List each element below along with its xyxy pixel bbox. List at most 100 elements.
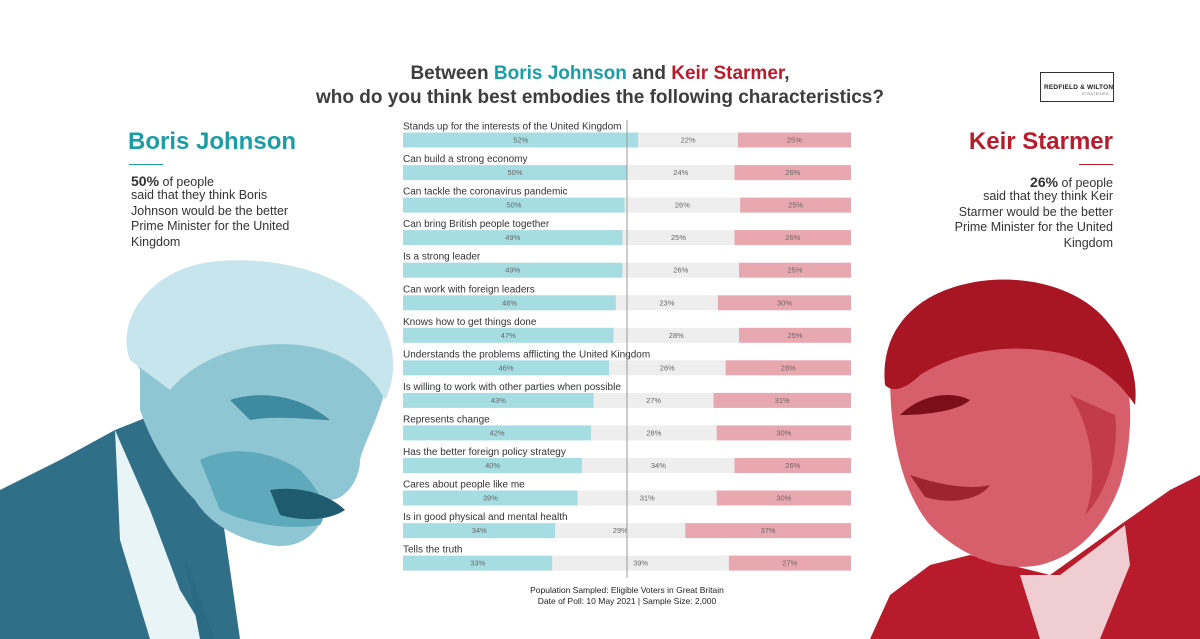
boris-summary-line: 50% of people	[131, 173, 214, 189]
neither-value-label: 26%	[673, 266, 688, 275]
boris-description: said that they think Boris Johnson would…	[131, 188, 290, 249]
neither-value-label: 34%	[651, 461, 666, 470]
boris-value-label: 34%	[472, 526, 487, 535]
neither-value-label: 39%	[633, 559, 648, 568]
neither-value-label: 28%	[669, 331, 684, 340]
keir-bar	[734, 230, 851, 246]
keir-value-label: 27%	[782, 559, 797, 568]
category-label: Can work with foreign leaders	[403, 284, 535, 295]
neither-value-label: 25%	[671, 233, 686, 242]
title-boris: Boris Johnson	[493, 63, 627, 84]
category-label: Understands the problems afflicting the …	[403, 349, 650, 360]
boris-percent-suffix: of people	[159, 175, 214, 189]
footer-sample: Population Sampled: Eligible Voters in G…	[530, 585, 724, 595]
boris-bar	[403, 295, 616, 311]
row-has-the-better-foreign-policy-strategy: Has the better foreign policy strategy 40…	[403, 447, 851, 473]
boris-bar	[403, 230, 623, 246]
logo-box	[1040, 72, 1114, 102]
row-can-build-a-strong-economy: Can build a strong economy 50% 24% 26%	[403, 154, 851, 181]
neither-bar	[622, 230, 735, 246]
neither-bar	[593, 392, 714, 408]
neither-bar	[627, 165, 735, 181]
keir-bar	[737, 132, 851, 148]
category-label: Represents change	[403, 414, 490, 425]
keir-value-label: 30%	[776, 494, 791, 503]
neither-value-label: 24%	[673, 168, 688, 177]
keir-bar	[739, 327, 851, 343]
boris-bar	[403, 165, 627, 181]
boris-bar	[403, 425, 592, 441]
keir-divider	[1079, 164, 1113, 165]
keir-bar	[728, 555, 851, 571]
boris-value-label: 47%	[501, 331, 516, 340]
category-label: Is willing to work with other parties wh…	[403, 382, 621, 393]
keir-summary-line: 26% of people	[1030, 174, 1113, 190]
boris-value-label: 49%	[505, 266, 520, 275]
chart-rows: Stands up for the interests of the Unite…	[403, 122, 851, 571]
boris-value-label: 46%	[498, 363, 513, 372]
logo-text: REDFIELD & WILTON	[1044, 84, 1114, 91]
neither-bar	[624, 197, 741, 213]
footer: Population Sampled: Eligible Voters in G…	[0, 585, 1200, 607]
category-label: Is in good physical and mental health	[403, 512, 568, 523]
category-label: Can tackle the coronavirus pandemic	[403, 187, 568, 198]
neither-value-label: 28%	[646, 428, 661, 437]
boris-value-label: 39%	[483, 494, 498, 503]
row-is-a-strong-leader: Is a strong leader 49% 26% 25%	[403, 252, 851, 278]
row-can-bring-british-people-together: Can bring British people together 49% 25% 2…	[403, 219, 851, 246]
neither-bar	[615, 295, 718, 311]
neither-value-label: 29%	[613, 526, 628, 535]
boris-portrait	[0, 260, 394, 639]
neither-value-label: 23%	[659, 298, 674, 307]
neither-value-label: 26%	[675, 201, 690, 210]
keir-bar	[713, 392, 851, 408]
category-label: Tells the truth	[403, 545, 462, 556]
boris-bar	[403, 523, 556, 539]
keir-percent-suffix: of people	[1058, 176, 1113, 190]
title-line2: who do you think best embodies the follo…	[316, 87, 884, 108]
title-post: ,	[784, 63, 790, 84]
keir-bar	[725, 360, 851, 376]
row-understands-the-problems-afflicting-the-united-kingdom: Understands the problems afflicting the …	[403, 349, 851, 376]
boris-bar	[403, 132, 639, 148]
row-is-willing-to-work-with-other-parties-when-possible: Is willing to work with other parties wh…	[403, 382, 851, 408]
category-label: Cares about people like me	[403, 480, 525, 491]
keir-bar	[739, 262, 851, 278]
keir-value-label: 25%	[787, 136, 802, 145]
row-can-tackle-the-coronavirus-pandemic: Can tackle the coronavirus pandemic 50% 26…	[403, 187, 851, 213]
boris-value-label: 50%	[507, 168, 522, 177]
neither-bar	[609, 360, 726, 376]
boris-bar	[403, 392, 594, 408]
row-tells-the-truth: Tells the truth 33% 39% 27%	[403, 545, 851, 571]
keir-bar	[716, 425, 851, 441]
logo-subtext: STRATEGIES	[1082, 92, 1109, 96]
neither-bar	[577, 490, 717, 506]
boris-value-label: 33%	[470, 559, 485, 568]
boris-heading: Boris Johnson	[128, 128, 297, 155]
keir-bar	[716, 490, 851, 506]
boris-value-label: 43%	[491, 396, 506, 405]
keir-value-label: 26%	[785, 168, 800, 177]
row-cares-about-people-like-me: Cares about people like me 39% 31% 30%	[403, 480, 851, 506]
neither-bar	[582, 458, 735, 473]
neither-bar	[591, 425, 717, 441]
row-is-in-good-physical-and-mental-health: Is in good physical and mental health 34%…	[403, 512, 851, 539]
footer-date: Date of Poll: 10 May 2021 | Sample Size:…	[537, 596, 717, 606]
boris-bar	[403, 555, 553, 571]
keir-percent: 26%	[1030, 174, 1059, 190]
boris-bar	[403, 360, 610, 376]
boris-value-label: 40%	[485, 461, 500, 470]
neither-value-label: 31%	[640, 494, 655, 503]
title-pre: Between	[410, 63, 494, 84]
keir-bar	[734, 165, 851, 181]
keir-bar	[734, 458, 851, 473]
category-label: Can build a strong economy	[403, 154, 528, 165]
boris-percent: 50%	[131, 173, 160, 189]
category-label: Has the better foreign policy strategy	[403, 447, 566, 458]
boris-bar	[403, 197, 625, 213]
keir-value-label: 26%	[785, 233, 800, 242]
keir-bar	[740, 197, 851, 213]
category-label: Stands up for the interests of the Unite…	[403, 122, 621, 133]
